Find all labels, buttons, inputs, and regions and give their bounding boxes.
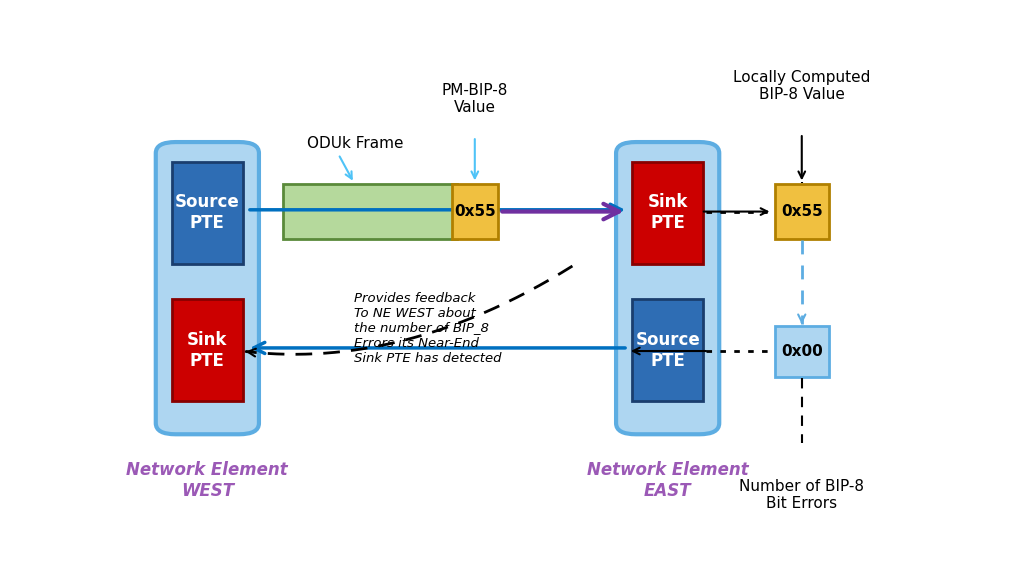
Bar — [172, 162, 243, 264]
Text: ODUk Frame: ODUk Frame — [306, 136, 403, 151]
FancyArrowPatch shape — [798, 315, 806, 323]
FancyBboxPatch shape — [156, 142, 259, 434]
Bar — [632, 162, 703, 264]
Bar — [283, 184, 458, 239]
Bar — [775, 184, 828, 239]
Text: Sink
PTE: Sink PTE — [187, 331, 227, 370]
Text: 0x55: 0x55 — [781, 204, 822, 219]
Text: Source
PTE: Source PTE — [175, 194, 240, 232]
Bar — [632, 299, 703, 401]
Bar — [172, 299, 243, 401]
Text: Network Element
WEST: Network Element WEST — [127, 461, 288, 500]
FancyArrowPatch shape — [502, 204, 618, 219]
Text: Source
PTE: Source PTE — [635, 331, 700, 370]
Text: Number of BIP-8
Bit Errors: Number of BIP-8 Bit Errors — [739, 478, 864, 511]
FancyBboxPatch shape — [616, 142, 719, 434]
Text: Sink
PTE: Sink PTE — [647, 194, 688, 232]
FancyArrowPatch shape — [633, 348, 707, 354]
Bar — [775, 326, 828, 377]
Bar — [452, 184, 498, 239]
Text: Network Element
EAST: Network Element EAST — [587, 461, 749, 500]
FancyArrowPatch shape — [703, 208, 767, 215]
Text: PM-BIP-8
Value: PM-BIP-8 Value — [441, 83, 508, 116]
Text: Locally Computed
BIP-8 Value: Locally Computed BIP-8 Value — [733, 70, 870, 102]
Text: 0x00: 0x00 — [781, 344, 822, 359]
Text: Provides feedback
To NE WEST about
the number of BIP_8
Errors its Near-End
Sink : Provides feedback To NE WEST about the n… — [354, 292, 502, 365]
FancyArrowPatch shape — [246, 348, 256, 356]
Text: 0x55: 0x55 — [454, 204, 496, 219]
